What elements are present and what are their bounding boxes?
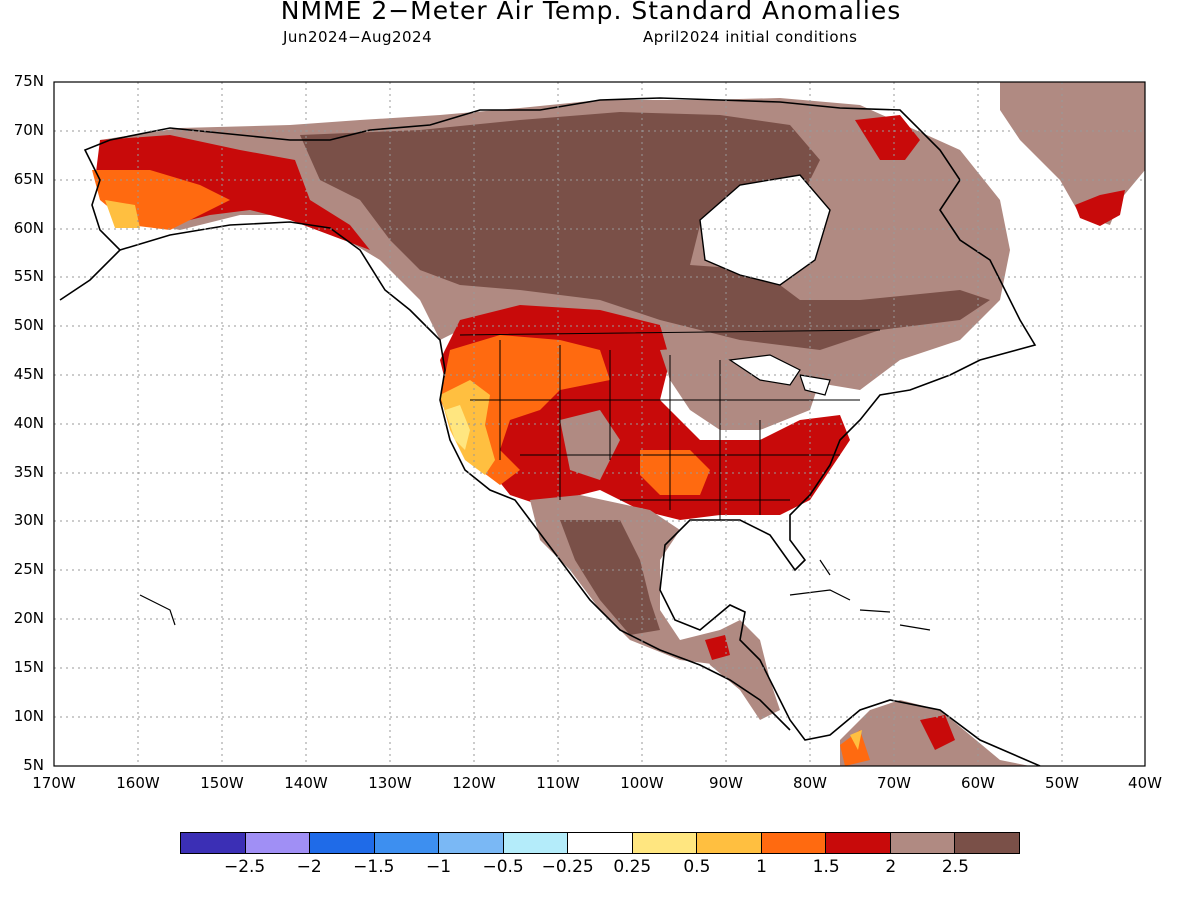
lat-label: 10N bbox=[13, 707, 44, 725]
lon-label: 40W bbox=[1128, 774, 1162, 792]
anomaly-region-southamerica-orange bbox=[840, 730, 870, 766]
anomaly-region-southamerica-yellow bbox=[850, 730, 862, 750]
color-legend bbox=[180, 832, 1020, 854]
legend-swatch bbox=[568, 833, 633, 853]
legend-swatch bbox=[761, 833, 827, 853]
lon-label: 110W bbox=[536, 774, 580, 792]
lon-label: 140W bbox=[284, 774, 328, 792]
legend-tick-label: −1 bbox=[425, 857, 452, 877]
anomaly-region-westcoast-pale bbox=[445, 405, 470, 450]
legend-swatch bbox=[697, 833, 762, 853]
legend-swatch bbox=[181, 833, 246, 853]
caribbean-islands bbox=[139, 559, 931, 631]
legend-swatch bbox=[310, 833, 375, 853]
anomaly-region-greenland-red bbox=[1075, 190, 1125, 226]
lat-label: 65N bbox=[13, 170, 44, 188]
lon-label: 160W bbox=[116, 774, 160, 792]
lat-label: 75N bbox=[13, 72, 44, 90]
map-title: NMME 2−Meter Air Temp. Standard Anomalie… bbox=[280, 0, 902, 25]
legend-tick-label: −0.25 bbox=[541, 857, 594, 877]
anomaly-map bbox=[53, 81, 1146, 767]
lat-label: 35N bbox=[13, 463, 44, 481]
legend-tick-label: −2 bbox=[296, 857, 322, 877]
anomaly-region-mexico-dark bbox=[560, 520, 660, 635]
lat-label: 55N bbox=[13, 267, 44, 285]
anomaly-region-plains-orange bbox=[640, 450, 710, 495]
anomaly-region-southamerica-red bbox=[920, 715, 955, 750]
lat-label: 40N bbox=[13, 414, 44, 432]
lat-label: 60N bbox=[13, 219, 44, 237]
lat-label: 15N bbox=[13, 658, 44, 676]
lon-label: 100W bbox=[620, 774, 664, 792]
graticule bbox=[54, 82, 1145, 766]
anomaly-region-centralamerica-red bbox=[705, 635, 730, 660]
legend-tick-label: 1 bbox=[756, 857, 767, 877]
lon-label: 130W bbox=[368, 774, 412, 792]
lat-label: 30N bbox=[13, 511, 44, 529]
lat-label: 45N bbox=[13, 365, 44, 383]
plot-border bbox=[53, 81, 1146, 767]
lon-label: 90W bbox=[709, 774, 743, 792]
legend-tick-label: 2 bbox=[885, 857, 897, 877]
legend-swatch bbox=[826, 833, 891, 853]
lon-label: 50W bbox=[1045, 774, 1079, 792]
legend-swatch bbox=[890, 833, 956, 853]
legend-tick-label: 2.5 bbox=[941, 857, 969, 877]
lat-label: 25N bbox=[13, 560, 44, 578]
legend-swatch bbox=[245, 833, 311, 853]
legend-tick-label: −0.5 bbox=[482, 857, 524, 877]
forecast-period: Jun2024−Aug2024 bbox=[283, 28, 433, 46]
lon-label: 80W bbox=[793, 774, 827, 792]
legend-tick-label: −1.5 bbox=[353, 857, 395, 877]
anomaly-region-greenland bbox=[1000, 82, 1145, 225]
legend-tick-label: 1.5 bbox=[812, 857, 840, 877]
legend-swatch bbox=[955, 833, 1019, 853]
lat-label: 70N bbox=[13, 121, 44, 139]
lon-label: 120W bbox=[452, 774, 496, 792]
lon-label: 70W bbox=[877, 774, 911, 792]
legend-swatch bbox=[439, 833, 504, 853]
hudson-bay bbox=[700, 175, 830, 285]
legend-tick-label: 0.5 bbox=[683, 857, 711, 877]
lat-label: 50N bbox=[13, 316, 44, 334]
legend-tick-label: 0.25 bbox=[613, 857, 652, 877]
anomaly-region-dark-brown bbox=[300, 112, 990, 350]
legend-swatch bbox=[374, 833, 440, 853]
lat-label: 5N bbox=[23, 756, 44, 774]
anomaly-region-baffin-red bbox=[855, 115, 920, 160]
west-coastline bbox=[119, 221, 791, 731]
anomaly-region-southwest-brown bbox=[560, 410, 620, 480]
initial-conditions: April2024 initial conditions bbox=[643, 28, 858, 46]
state-borders bbox=[459, 329, 881, 520]
legend-swatch bbox=[632, 833, 698, 853]
hudson-bay-coast bbox=[699, 174, 831, 286]
lon-label: 60W bbox=[961, 774, 995, 792]
lon-label: 170W bbox=[32, 774, 76, 792]
legend-tick-label: −2.5 bbox=[223, 857, 266, 877]
lon-label: 150W bbox=[200, 774, 244, 792]
lat-label: 20N bbox=[13, 609, 44, 627]
legend-swatch bbox=[503, 833, 569, 853]
anomaly-region-alaska-yellow bbox=[105, 200, 140, 228]
